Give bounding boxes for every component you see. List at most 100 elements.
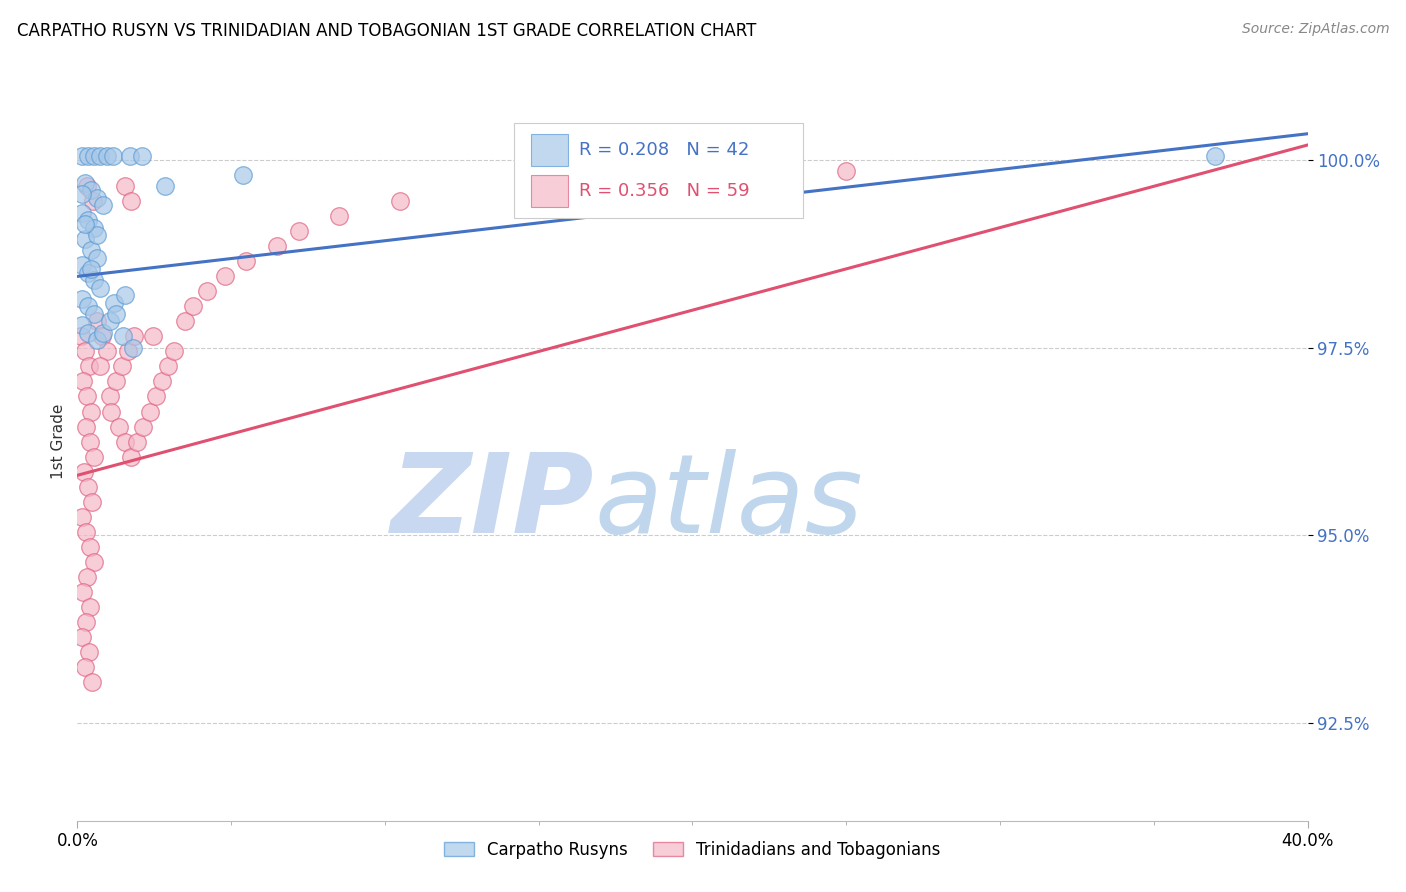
Point bbox=[73, 217, 96, 231]
Point bbox=[80, 183, 103, 197]
Point bbox=[77, 479, 100, 493]
Point bbox=[77, 149, 100, 163]
Point bbox=[142, 329, 165, 343]
Point bbox=[96, 344, 118, 359]
Point bbox=[104, 375, 127, 389]
Point bbox=[72, 584, 94, 599]
Text: CARPATHO RUSYN VS TRINIDADIAN AND TOBAGONIAN 1ST GRADE CORRELATION CHART: CARPATHO RUSYN VS TRINIDADIAN AND TOBAGO… bbox=[17, 22, 756, 40]
Point bbox=[108, 419, 131, 434]
Point bbox=[77, 645, 100, 659]
Point bbox=[70, 186, 93, 201]
Point bbox=[83, 555, 105, 569]
Point bbox=[77, 326, 100, 340]
Point bbox=[76, 569, 98, 583]
Point bbox=[70, 205, 93, 219]
Point bbox=[111, 359, 134, 374]
Point bbox=[122, 329, 145, 343]
Point bbox=[131, 149, 153, 163]
Point bbox=[70, 292, 93, 306]
Point bbox=[157, 359, 180, 374]
Point bbox=[232, 168, 254, 182]
Point bbox=[118, 149, 141, 163]
Point bbox=[79, 599, 101, 614]
Point bbox=[82, 494, 104, 508]
Point bbox=[75, 419, 97, 434]
Point bbox=[73, 465, 96, 479]
Point bbox=[73, 176, 96, 190]
Point bbox=[835, 164, 858, 178]
Point bbox=[121, 341, 143, 355]
Point bbox=[114, 434, 136, 449]
Point bbox=[83, 220, 105, 235]
FancyBboxPatch shape bbox=[515, 123, 803, 218]
Point bbox=[80, 243, 103, 257]
Point bbox=[82, 674, 104, 689]
Point bbox=[86, 333, 108, 347]
Point bbox=[77, 213, 100, 227]
Text: ZIP: ZIP bbox=[391, 449, 595, 556]
Point bbox=[93, 198, 115, 212]
Point bbox=[86, 314, 108, 328]
Point bbox=[75, 615, 97, 629]
Point bbox=[76, 179, 98, 194]
Point bbox=[76, 390, 98, 404]
Point bbox=[112, 329, 135, 343]
Point bbox=[288, 224, 311, 238]
Point bbox=[73, 232, 96, 246]
Point bbox=[328, 210, 350, 224]
Point bbox=[266, 239, 288, 253]
Point bbox=[89, 280, 111, 294]
Point bbox=[214, 269, 236, 284]
Point bbox=[98, 314, 121, 328]
Point bbox=[103, 295, 125, 310]
Text: R = 0.208   N = 42: R = 0.208 N = 42 bbox=[579, 141, 749, 159]
Legend: Carpatho Rusyns, Trinidadians and Tobagonians: Carpatho Rusyns, Trinidadians and Tobago… bbox=[437, 834, 948, 865]
Point bbox=[72, 375, 94, 389]
Point bbox=[89, 149, 111, 163]
Point bbox=[70, 630, 93, 644]
Point bbox=[174, 314, 197, 328]
Point bbox=[163, 344, 186, 359]
Point bbox=[100, 404, 122, 418]
Point bbox=[79, 540, 101, 554]
Point bbox=[90, 329, 114, 343]
Point bbox=[70, 318, 93, 333]
Text: Source: ZipAtlas.com: Source: ZipAtlas.com bbox=[1241, 22, 1389, 37]
Point bbox=[98, 390, 121, 404]
Point bbox=[70, 329, 93, 343]
FancyBboxPatch shape bbox=[531, 176, 568, 207]
Point bbox=[132, 419, 155, 434]
Y-axis label: 1st Grade: 1st Grade bbox=[51, 404, 66, 479]
Point bbox=[80, 261, 103, 276]
Point bbox=[89, 359, 111, 374]
Point bbox=[120, 194, 142, 209]
Point bbox=[70, 509, 93, 524]
Point bbox=[93, 326, 115, 340]
Point bbox=[145, 390, 167, 404]
Point bbox=[150, 375, 173, 389]
Point bbox=[73, 659, 96, 673]
Point bbox=[120, 450, 142, 464]
Point bbox=[235, 254, 257, 268]
Point bbox=[77, 266, 100, 280]
Point bbox=[127, 434, 149, 449]
Point bbox=[101, 149, 124, 163]
Point bbox=[75, 524, 97, 539]
Text: atlas: atlas bbox=[595, 449, 863, 556]
Point bbox=[83, 307, 105, 321]
Point bbox=[181, 300, 204, 314]
Point bbox=[195, 285, 218, 299]
Point bbox=[114, 288, 136, 302]
FancyBboxPatch shape bbox=[531, 134, 568, 166]
Point bbox=[1204, 149, 1226, 163]
Point bbox=[138, 404, 160, 418]
Point bbox=[82, 194, 104, 209]
Point bbox=[104, 307, 127, 321]
Point bbox=[114, 179, 136, 194]
Point bbox=[96, 149, 118, 163]
Point bbox=[73, 344, 96, 359]
Point bbox=[80, 404, 103, 418]
Point bbox=[77, 300, 100, 314]
Point bbox=[86, 190, 108, 204]
Point bbox=[77, 359, 100, 374]
